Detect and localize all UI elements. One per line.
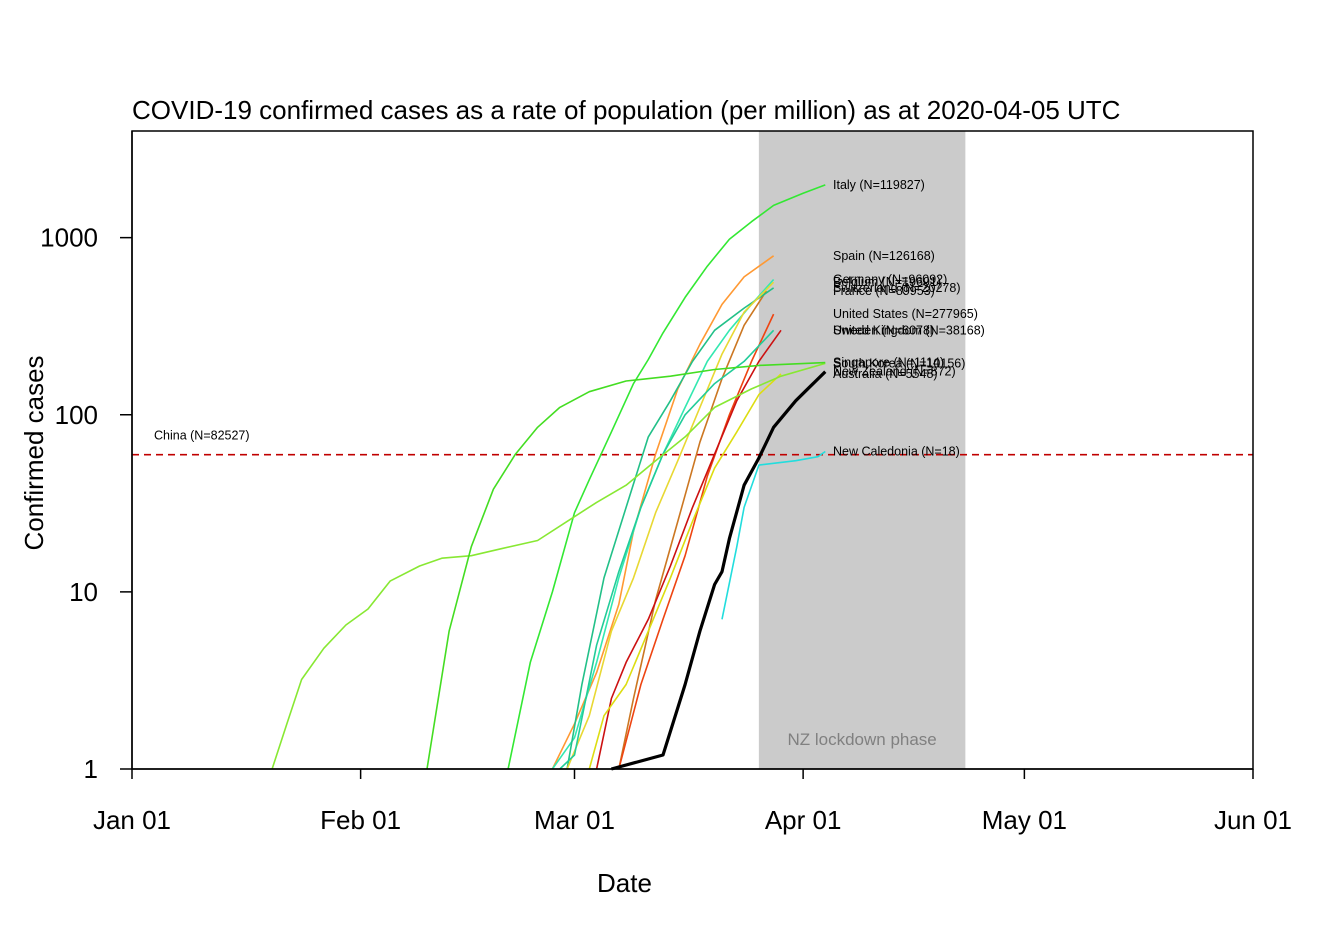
reference-line-label: China (N=82527) — [154, 429, 250, 443]
series-label-11: Singapore (N=1114) — [833, 356, 944, 370]
series-label-13: New Caledonia (N=18) — [833, 445, 960, 459]
series-label-3: Germany (N=96092) — [833, 273, 947, 287]
series-label-1: Spain (N=126168) — [833, 249, 935, 263]
series-line-9 — [588, 373, 782, 770]
series-line-8 — [595, 329, 782, 770]
series-label-12: New Zealand (N=872) — [833, 365, 956, 379]
series-label-8: United Kingdom (N=38168) — [833, 323, 985, 337]
series-label-4: Switzerland (N=20278) — [833, 281, 961, 295]
series-line-6 — [618, 313, 775, 770]
series-label-10: South Korea (N=10156) — [833, 356, 965, 370]
plot-frame — [131, 130, 1254, 770]
y-tick-label-0: 1 — [84, 754, 98, 784]
series-line-10 — [271, 362, 826, 770]
y-tick-label-3: 1000 — [40, 223, 98, 253]
y-axis-label: Confirmed cases — [19, 355, 49, 550]
series-line-5 — [566, 281, 775, 770]
x-tick-label-3: Apr 01 — [765, 805, 842, 835]
series-label-2: France (N=89953) — [833, 284, 935, 298]
x-tick-label-2: Mar 01 — [534, 805, 615, 835]
y-tick-label-2: 100 — [55, 400, 98, 430]
series-line-2 — [618, 290, 767, 770]
series-group — [271, 184, 827, 771]
x-tick-label-5: Jun 01 — [1214, 805, 1292, 835]
series-line-12 — [610, 370, 827, 771]
lockdown-label: NZ lockdown phase — [787, 730, 936, 749]
series-label-0: Italy (N=119827) — [833, 178, 925, 192]
series-label-5: Belgium (N=19691) — [833, 275, 941, 289]
series-line-0 — [507, 184, 826, 770]
series-labels-group: Italy (N=119827) Spain (N=126168) France (… — [833, 178, 985, 459]
series-line-7 — [559, 329, 775, 770]
series-label-7: Sweden (N=6078) — [833, 323, 934, 337]
series-label-6: United States (N=277965) — [833, 307, 978, 321]
series-line-11 — [426, 361, 826, 770]
series-label-9: Australia (N=5548) — [833, 367, 938, 381]
series-line-13 — [721, 450, 826, 620]
lockdown-region: NZ lockdown phase — [758, 131, 966, 769]
x-tick-label-0: Jan 01 — [93, 805, 171, 835]
reference-line-group: China (N=82527) — [132, 429, 1253, 456]
y-tick-label-1: 10 — [69, 577, 98, 607]
x-axis-label: Date — [597, 868, 652, 898]
x-tick-label-4: May 01 — [982, 805, 1067, 835]
series-line-4 — [566, 287, 775, 770]
chart-title: COVID-19 confirmed cases as a rate of po… — [132, 95, 1120, 125]
axes-group: Jan 01 Feb 01 Mar 01 Apr 01 May 01 Jun 01 1 10 1… — [40, 131, 1292, 835]
x-tick-label-1: Feb 01 — [320, 805, 401, 835]
lockdown-band — [758, 131, 966, 769]
